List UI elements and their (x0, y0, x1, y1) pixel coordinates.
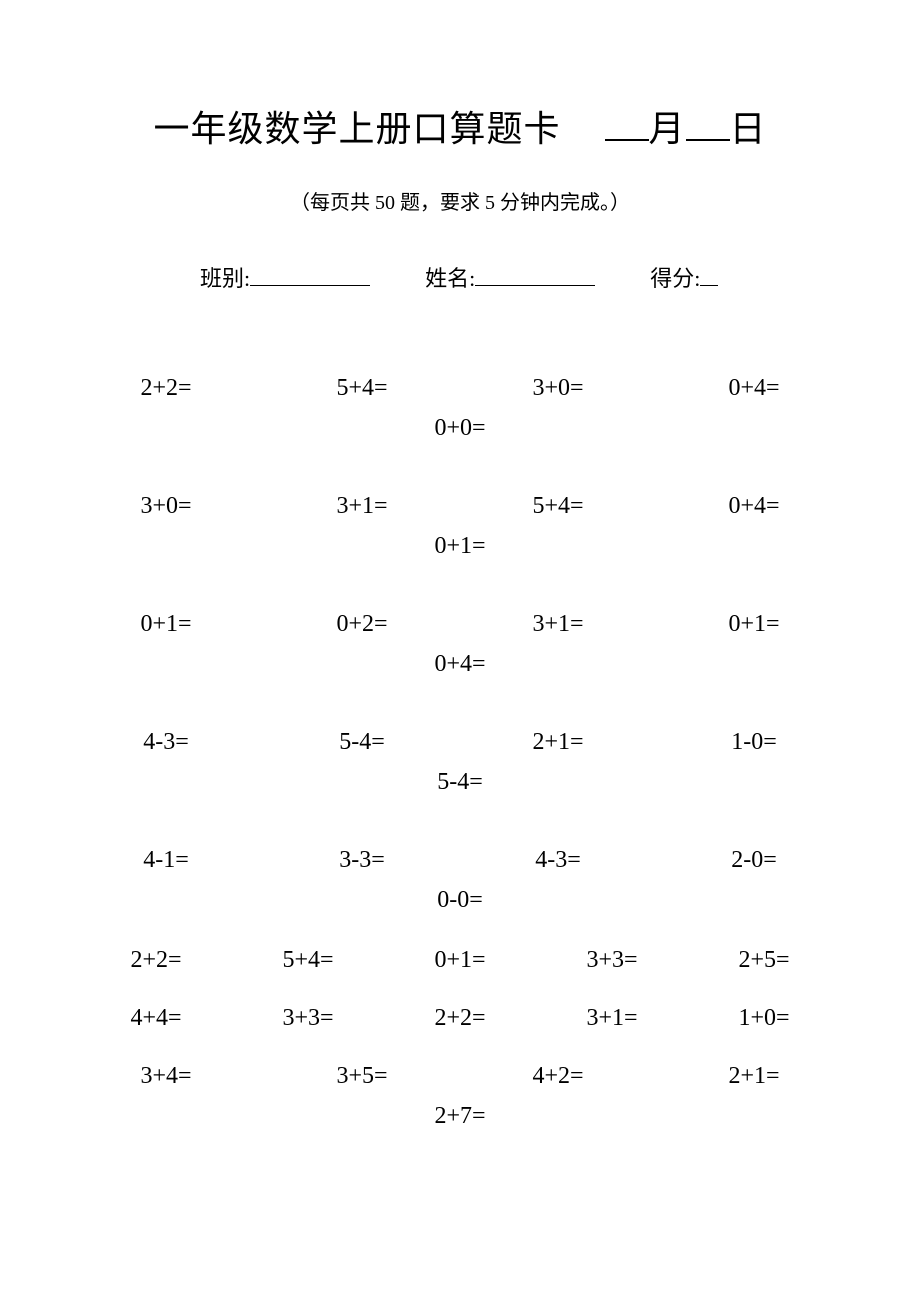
info-line: 班别: 姓名: 得分: (60, 261, 860, 293)
problem-cell: 3+4= (68, 1056, 264, 1096)
problem-cell: 2+2= (68, 368, 264, 408)
problem-cell: 0+4= (656, 368, 852, 408)
five-row-2: 4+4= 3+3= 2+2= 3+1= 1+0= (60, 998, 860, 1038)
problem-cell: 3+3= (536, 940, 688, 980)
problem-cell: 0+1= (68, 604, 264, 644)
group-4: 4-3= 5-4= 2+1= 1-0= 5-4= (60, 722, 860, 802)
day-blank[interactable] (686, 109, 730, 141)
problem-cell: 3+1= (536, 998, 688, 1038)
problem-cell: 0+1= (60, 526, 860, 566)
problem-cell: 3+1= (460, 604, 656, 644)
problem-cell: 1+0= (688, 998, 840, 1038)
month-suffix: 月 (649, 108, 686, 149)
problem-cell: 3+1= (264, 486, 460, 526)
name-label: 姓名: (425, 261, 475, 293)
class-input[interactable] (250, 265, 370, 286)
problem-cell: 4-1= (68, 840, 264, 880)
page-title: 一年级数学上册口算题卡 月 日 (60, 100, 860, 152)
score-label: 得分: (650, 261, 700, 293)
name-input[interactable] (475, 265, 595, 286)
five-row-1: 2+2= 5+4= 0+1= 3+3= 2+5= (60, 940, 860, 980)
group-2: 3+0= 3+1= 5+4= 0+4= 0+1= (60, 486, 860, 566)
problem-cell: 5-4= (264, 722, 460, 762)
problem-cell: 1-0= (656, 722, 852, 762)
worksheet-page: 一年级数学上册口算题卡 月 日 （每页共 50 题，要求 5 分钟内完成。） 班别… (0, 0, 920, 1302)
group-5: 4-1= 3-3= 4-3= 2-0= 0-0= (60, 840, 860, 920)
problem-cell: 2+1= (460, 722, 656, 762)
problem-cell: 0+4= (60, 644, 860, 684)
problem-cell: 0+0= (60, 408, 860, 448)
problem-cell: 0+2= (264, 604, 460, 644)
problem-cell: 4+4= (80, 998, 232, 1038)
problems-block: 2+2= 5+4= 3+0= 0+4= 0+0= 3+0= 3+1= 5+4= … (60, 368, 860, 1136)
group-1: 2+2= 5+4= 3+0= 0+4= 0+0= (60, 368, 860, 448)
title-text: 一年级数学上册口算题卡 (153, 108, 560, 149)
problem-cell: 0+4= (656, 486, 852, 526)
bottom-group: 3+4= 3+5= 4+2= 2+1= 2+7= (60, 1056, 860, 1136)
subtitle: （每页共 50 题，要求 5 分钟内完成。） (60, 186, 860, 215)
problem-cell: 2+2= (384, 998, 536, 1038)
problem-cell: 3+0= (68, 486, 264, 526)
group-3: 0+1= 0+2= 3+1= 0+1= 0+4= (60, 604, 860, 684)
problem-cell: 3+0= (460, 368, 656, 408)
problem-cell: 4-3= (68, 722, 264, 762)
month-blank[interactable] (605, 109, 649, 141)
problem-cell: 2+5= (688, 940, 840, 980)
problem-cell: 2+2= (80, 940, 232, 980)
problem-cell: 4-3= (460, 840, 656, 880)
problem-cell: 0+1= (384, 940, 536, 980)
problem-cell: 3+3= (232, 998, 384, 1038)
problem-cell: 5+4= (264, 368, 460, 408)
problem-cell: 0+1= (656, 604, 852, 644)
problem-cell: 2+1= (656, 1056, 852, 1096)
problem-cell: 2-0= (656, 840, 852, 880)
class-label: 班别: (200, 261, 250, 293)
problem-cell: 5+4= (460, 486, 656, 526)
problem-cell: 3-3= (264, 840, 460, 880)
problem-cell: 4+2= (460, 1056, 656, 1096)
score-input[interactable] (700, 265, 718, 286)
problem-cell: 5+4= (232, 940, 384, 980)
problem-cell: 5-4= (60, 762, 860, 802)
problem-cell: 0-0= (60, 880, 860, 920)
problem-cell: 2+7= (60, 1096, 860, 1136)
problem-cell: 3+5= (264, 1056, 460, 1096)
day-suffix: 日 (730, 108, 767, 149)
